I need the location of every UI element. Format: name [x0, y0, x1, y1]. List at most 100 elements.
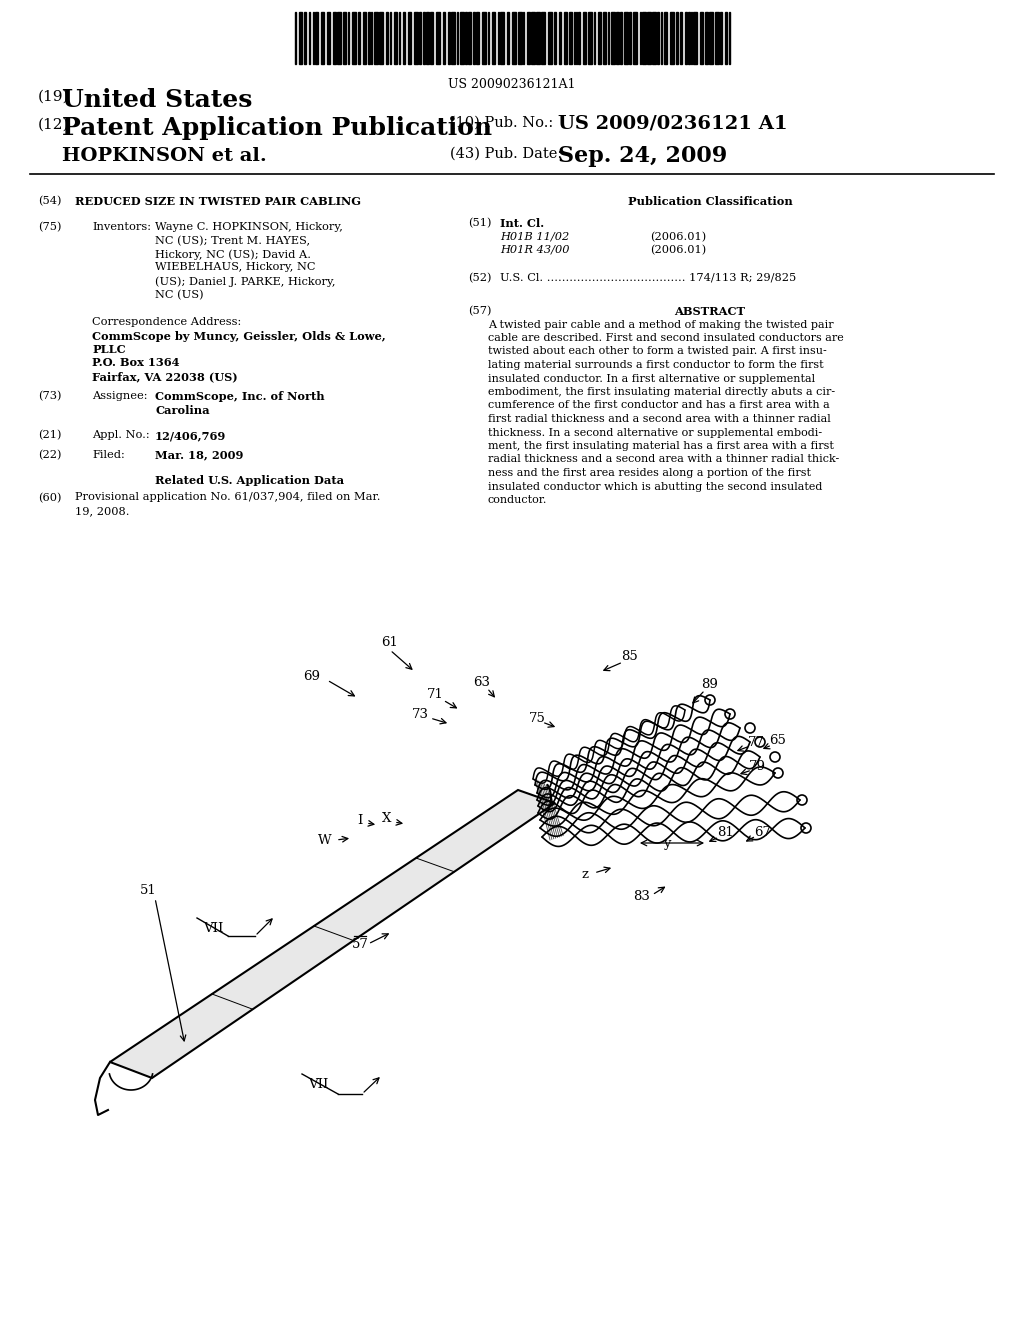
Text: Sep. 24, 2009: Sep. 24, 2009 — [558, 145, 727, 168]
Bar — [343, 12, 346, 63]
Bar — [685, 12, 687, 63]
Bar — [518, 12, 522, 63]
Bar — [569, 12, 572, 63]
Circle shape — [797, 795, 807, 805]
Bar — [670, 12, 674, 63]
Text: Patent Application Publication: Patent Application Publication — [62, 116, 493, 140]
Text: 77: 77 — [748, 735, 765, 748]
Text: H01R 43/00: H01R 43/00 — [500, 246, 569, 255]
Text: Int. Cl.: Int. Cl. — [500, 218, 544, 228]
Text: Correspondence Address:: Correspondence Address: — [92, 317, 242, 327]
Text: twisted about each other to form a twisted pair. A first insu-: twisted about each other to form a twist… — [488, 346, 826, 356]
Text: 85: 85 — [622, 649, 638, 663]
Bar — [680, 12, 682, 63]
Text: US 2009/0236121 A1: US 2009/0236121 A1 — [558, 114, 787, 132]
Text: (60): (60) — [38, 492, 61, 503]
Text: 69: 69 — [303, 671, 321, 684]
Text: 12/406,769: 12/406,769 — [155, 430, 226, 441]
Text: ment, the first insulating material has a first area with a first: ment, the first insulating material has … — [488, 441, 834, 451]
Circle shape — [773, 768, 783, 777]
Bar — [693, 12, 697, 63]
Text: cumference of the first conductor and has a first area with a: cumference of the first conductor and ha… — [488, 400, 829, 411]
Bar — [564, 12, 567, 63]
Text: 81: 81 — [717, 826, 733, 840]
Bar — [548, 12, 552, 63]
Bar — [578, 12, 580, 63]
Text: PLLC: PLLC — [92, 345, 126, 355]
Bar — [500, 12, 504, 63]
Bar — [642, 12, 646, 63]
Text: (73): (73) — [38, 391, 61, 401]
Text: Provisional application No. 61/037,904, filed on Mar.: Provisional application No. 61/037,904, … — [75, 492, 381, 503]
Bar — [709, 12, 713, 63]
Text: I: I — [357, 813, 362, 826]
Text: y: y — [664, 837, 671, 850]
Bar — [419, 12, 421, 63]
Bar — [476, 12, 479, 63]
Bar — [394, 12, 397, 63]
Bar — [430, 12, 433, 63]
Text: 83: 83 — [634, 891, 650, 903]
Text: X: X — [382, 812, 392, 825]
Bar — [403, 12, 406, 63]
Text: 79: 79 — [749, 759, 766, 772]
Polygon shape — [110, 789, 555, 1078]
Text: Filed:: Filed: — [92, 450, 125, 459]
Text: (21): (21) — [38, 430, 61, 441]
Bar — [725, 12, 727, 63]
Text: 71: 71 — [427, 689, 443, 701]
Text: A twisted pair cable and a method of making the twisted pair: A twisted pair cable and a method of mak… — [488, 319, 834, 330]
Bar — [554, 12, 556, 63]
Bar — [408, 12, 411, 63]
Text: NC (US): NC (US) — [155, 289, 204, 300]
Bar — [443, 12, 445, 63]
Bar — [315, 12, 318, 63]
Text: z: z — [582, 869, 589, 882]
Bar — [720, 12, 722, 63]
Bar — [449, 12, 450, 63]
Text: thickness. In a second alternative or supplemental embodi-: thickness. In a second alternative or su… — [488, 428, 822, 437]
Bar — [507, 12, 509, 63]
Bar — [451, 12, 455, 63]
Circle shape — [801, 822, 811, 833]
Text: REDUCED SIZE IN TWISTED PAIR CABLING: REDUCED SIZE IN TWISTED PAIR CABLING — [75, 195, 361, 207]
Text: ness and the first area resides along a portion of the first: ness and the first area resides along a … — [488, 469, 811, 478]
Text: insulated conductor which is abutting the second insulated: insulated conductor which is abutting th… — [488, 482, 822, 491]
Text: radial thickness and a second area with a thinner radial thick-: radial thickness and a second area with … — [488, 454, 840, 465]
Text: ABSTRACT: ABSTRACT — [675, 306, 745, 317]
Text: lating material surrounds a first conductor to form the first: lating material surrounds a first conduc… — [488, 360, 823, 370]
Text: (2006.01): (2006.01) — [650, 231, 707, 242]
Bar — [611, 12, 615, 63]
Text: Assignee:: Assignee: — [92, 391, 147, 401]
Text: United States: United States — [62, 88, 252, 112]
Bar — [676, 12, 678, 63]
Bar — [473, 12, 475, 63]
Text: H01B 11/02: H01B 11/02 — [500, 231, 569, 242]
Text: cable are described. First and second insulated conductors are: cable are described. First and second in… — [488, 333, 844, 343]
Bar — [368, 12, 370, 63]
Text: 51: 51 — [139, 883, 157, 896]
Bar — [304, 12, 306, 63]
Bar — [583, 12, 586, 63]
Bar — [327, 12, 330, 63]
Bar — [624, 12, 628, 63]
Text: Hickory, NC (US); David A.: Hickory, NC (US); David A. — [155, 249, 311, 260]
Bar — [426, 12, 429, 63]
Text: 19, 2008.: 19, 2008. — [75, 506, 129, 516]
Bar — [414, 12, 418, 63]
Text: 65: 65 — [770, 734, 786, 747]
Bar — [700, 12, 703, 63]
Text: P.O. Box 1364: P.O. Box 1364 — [92, 358, 179, 368]
Text: Fairfax, VA 22038 (US): Fairfax, VA 22038 (US) — [92, 371, 238, 381]
Text: CommScope, Inc. of North: CommScope, Inc. of North — [155, 391, 325, 403]
Bar — [657, 12, 659, 63]
Bar — [705, 12, 708, 63]
Circle shape — [745, 723, 755, 733]
Text: conductor.: conductor. — [488, 495, 548, 506]
Bar — [379, 12, 383, 63]
Text: VII: VII — [203, 921, 223, 935]
Text: (10) Pub. No.:: (10) Pub. No.: — [450, 116, 553, 129]
Bar — [588, 12, 592, 63]
Text: (52): (52) — [468, 272, 492, 282]
Bar — [616, 12, 618, 63]
